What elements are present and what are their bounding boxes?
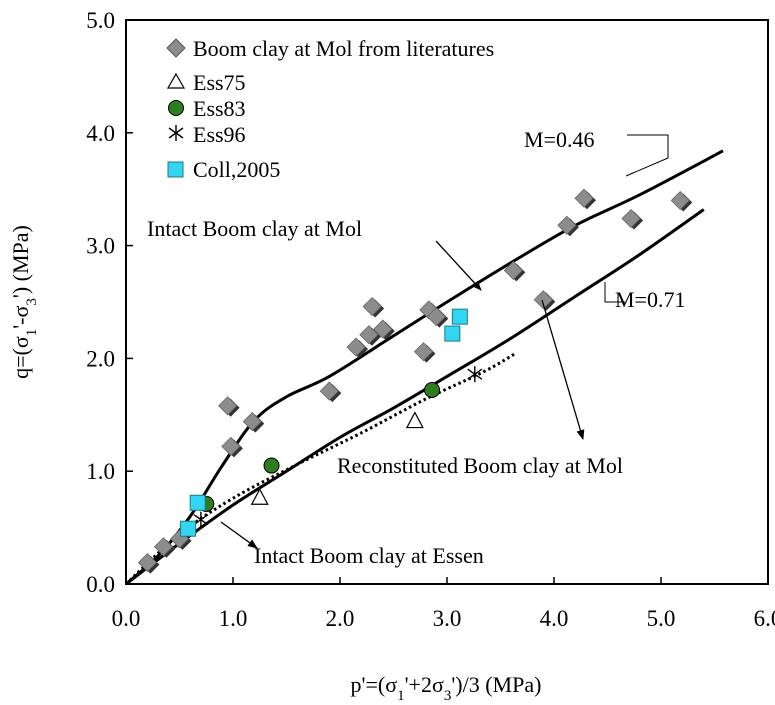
- y-axis-title: q=(σ1'-σ3') (MPa): [8, 225, 40, 379]
- point-boom-clay-at-mol-from-literatures: [621, 208, 641, 229]
- y-tick-label: 3.0: [86, 234, 115, 259]
- legend-marker-coll2005: [167, 161, 184, 178]
- point-ess75: [405, 411, 424, 429]
- point-boom-clay-at-mol-from-literatures: [362, 296, 382, 317]
- y-tick-label: 4.0: [86, 121, 115, 146]
- point-ess83: [424, 381, 441, 398]
- m071-bracket: [604, 282, 625, 303]
- point-coll-2005: [444, 325, 461, 342]
- legend-label-ess83: Ess83: [193, 96, 246, 121]
- point-coll-2005: [451, 308, 468, 325]
- legend-marker-ess75: [166, 72, 186, 89]
- point-ess96: [193, 511, 209, 528]
- reconstituted-mol-curve: [125, 208, 705, 586]
- x-tick-label: 3.0: [433, 606, 462, 631]
- x-tick-label: 0.0: [112, 606, 141, 631]
- point-boom-clay-at-mol-from-literatures: [413, 342, 434, 362]
- y-tick-label: 0.0: [86, 572, 115, 597]
- x-tick-label: 2.0: [326, 606, 355, 631]
- x-tick-label: 6.0: [754, 606, 775, 631]
- point-boom-clay-at-mol-from-literatures: [319, 381, 339, 401]
- x-tick-label: 1.0: [219, 606, 248, 631]
- data-points: [137, 188, 693, 574]
- point-boom-clay-at-mol-from-literatures: [242, 412, 262, 432]
- point-boom-clay-at-mol-from-literatures: [670, 190, 690, 211]
- point-ess83: [263, 457, 280, 474]
- label-intact-essen: Intact Boom clay at Essen: [254, 543, 484, 568]
- point-ess96: [467, 366, 483, 383]
- arrow-intact-essen: [220, 521, 258, 549]
- intact-mol-curve: [125, 149, 724, 586]
- label-reconstituted-mol: Reconstituted Boom clay at Mol: [337, 453, 623, 478]
- point-boom-clay-at-mol-from-literatures: [574, 188, 594, 208]
- point-boom-clay-at-mol-from-literatures: [359, 325, 379, 345]
- legend-marker-ess96: [168, 125, 184, 141]
- point-coll-2005: [180, 520, 197, 537]
- x-axis: 0.0 1.0 2.0 3.0 4.0 5.0 6.0: [112, 577, 775, 631]
- m046-bracket: [625, 134, 669, 177]
- annotation-lines: [220, 134, 669, 549]
- legend-marker-boom-clay: [166, 38, 186, 58]
- label-m046: M=0.46: [524, 127, 594, 152]
- legend: Boom clay at Mol from literatures Ess75 …: [166, 36, 494, 182]
- legend-label-ess75: Ess75: [193, 70, 246, 95]
- point-coll-2005: [189, 494, 206, 511]
- point-boom-clay-at-mol-from-literatures: [137, 553, 157, 573]
- y-tick-label: 1.0: [86, 459, 115, 484]
- legend-marker-ess83: [168, 100, 184, 116]
- x-tick-label: 5.0: [647, 606, 676, 631]
- intact-essen-curve: [124, 351, 518, 586]
- point-boom-clay-at-mol-from-literatures: [346, 337, 366, 357]
- arrow-intact-mol: [435, 240, 482, 291]
- point-boom-clay-at-mol-from-literatures: [426, 307, 446, 327]
- x-tick-label: 4.0: [540, 606, 569, 631]
- y-tick-label: 2.0: [86, 346, 115, 371]
- point-ess75: [250, 487, 269, 505]
- legend-label-ess96: Ess96: [193, 122, 246, 147]
- legend-label-coll2005: Coll,2005: [193, 157, 280, 182]
- label-intact-mol: Intact Boom clay at Mol: [147, 216, 362, 241]
- y-tick-label: 5.0: [86, 8, 115, 33]
- label-m071: M=0.71: [615, 287, 685, 312]
- point-boom-clay-at-mol-from-literatures: [557, 215, 577, 235]
- fit-curves: [124, 149, 724, 586]
- point-boom-clay-at-mol-from-literatures: [153, 537, 174, 557]
- legend-label-boom-clay: Boom clay at Mol from literatures: [193, 36, 494, 61]
- point-boom-clay-at-mol-from-literatures: [221, 436, 241, 456]
- arrow-reconstituted-mol: [541, 299, 585, 440]
- point-boom-clay-at-mol-from-literatures: [218, 396, 238, 416]
- point-boom-clay-at-mol-from-literatures: [373, 319, 393, 339]
- y-axis: 0.0 1.0 2.0 3.0 4.0 5.0: [86, 8, 133, 597]
- point-boom-clay-at-mol-from-literatures: [503, 260, 523, 280]
- x-axis-title: p'=(σ1'+2σ3')/3 (MPa): [351, 672, 542, 704]
- point-boom-clay-at-mol-from-literatures: [533, 290, 553, 310]
